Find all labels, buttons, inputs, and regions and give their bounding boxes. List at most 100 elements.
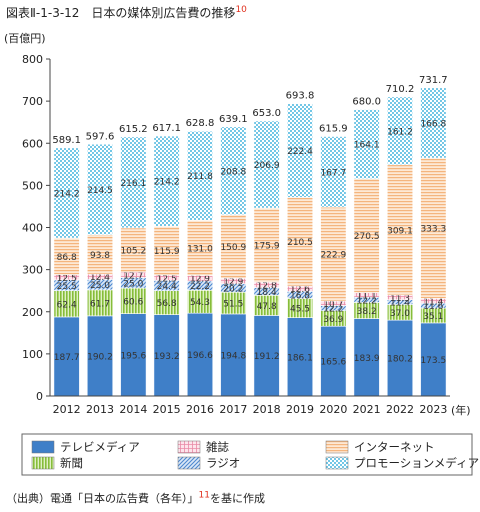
segment-value-label: 20.2 bbox=[223, 284, 243, 294]
segment-value-label: 10.7 bbox=[323, 300, 343, 310]
bar-segment bbox=[286, 103, 314, 198]
x-tick-label: 2014 bbox=[119, 403, 147, 416]
bar-segment bbox=[253, 120, 280, 209]
x-tick-label: 2022 bbox=[386, 403, 414, 416]
segment-value-label: 270.5 bbox=[354, 232, 380, 242]
legend-label: ラジオ bbox=[206, 456, 240, 470]
segment-value-label: 35.1 bbox=[423, 312, 443, 322]
bar-segment bbox=[86, 315, 114, 397]
bar-total-label: 615.2 bbox=[119, 124, 148, 135]
segment-value-label: 62.4 bbox=[57, 300, 77, 310]
segment-value-label: 11.4 bbox=[423, 297, 443, 307]
segment-value-label: 105.2 bbox=[120, 247, 146, 257]
segment-value-label: 12.4 bbox=[90, 273, 110, 283]
bar-segment bbox=[120, 287, 147, 314]
segment-value-label: 222.4 bbox=[287, 147, 313, 157]
bar-segment bbox=[386, 96, 414, 166]
bar-total-label: 615.9 bbox=[319, 124, 348, 135]
bar-segment bbox=[186, 312, 214, 397]
y-tick-label: 500 bbox=[22, 179, 43, 192]
x-tick-label: 2012 bbox=[53, 403, 81, 416]
segment-value-label: 45.5 bbox=[290, 305, 310, 315]
bar-total-label: 731.7 bbox=[419, 75, 448, 86]
y-tick-label: 800 bbox=[22, 53, 43, 66]
segment-value-label: 51.5 bbox=[223, 300, 243, 310]
legend-label: プロモーションメディア bbox=[354, 456, 479, 470]
chart-title: 図表Ⅱ-1-3-12 日本の媒体別広告費の推移10 bbox=[6, 5, 247, 20]
bar-segment bbox=[153, 226, 180, 276]
segment-value-label: 38.2 bbox=[357, 307, 377, 317]
bar-segment bbox=[220, 126, 247, 216]
segment-value-label: 11.3 bbox=[390, 294, 410, 304]
bar-segment bbox=[353, 178, 380, 293]
bar-segment bbox=[53, 147, 80, 239]
segment-value-label: 333.3 bbox=[420, 225, 446, 235]
bar-segment bbox=[320, 206, 347, 302]
segment-value-label: 161.2 bbox=[387, 127, 413, 137]
y-tick-label: 200 bbox=[22, 306, 43, 319]
legend-swatch bbox=[177, 440, 201, 454]
legend-swatch bbox=[325, 456, 349, 470]
y-tick-label: 600 bbox=[22, 137, 43, 150]
segment-value-label: 167.7 bbox=[320, 168, 346, 178]
segment-value-label: 196.6 bbox=[187, 351, 213, 361]
bar-total-label: 589.1 bbox=[52, 135, 81, 146]
source-note: （出典）電通「日本の広告費（各年）」11を基に作成 bbox=[6, 490, 265, 505]
segment-value-label: 208.8 bbox=[220, 167, 246, 177]
bar-total-label: 628.8 bbox=[186, 118, 215, 129]
x-tick-label: 2013 bbox=[86, 403, 114, 416]
y-tick-label: 300 bbox=[22, 264, 43, 277]
segment-value-label: 11.4 bbox=[390, 299, 410, 309]
bar-segment bbox=[86, 143, 114, 235]
segment-value-label: 165.6 bbox=[320, 358, 346, 368]
segment-value-label: 93.8 bbox=[90, 251, 110, 261]
bar-segment bbox=[53, 316, 80, 397]
segment-value-label: 12.6 bbox=[290, 285, 310, 295]
segment-value-label: 193.2 bbox=[154, 352, 180, 362]
bar-segment bbox=[353, 109, 380, 179]
segment-value-label: 194.8 bbox=[220, 351, 246, 361]
segment-value-label: 47.8 bbox=[257, 302, 277, 312]
bar-total-label: 653.0 bbox=[252, 108, 281, 119]
y-tick-label: 100 bbox=[22, 348, 43, 361]
legend-swatch bbox=[31, 456, 55, 470]
segment-value-label: 60.6 bbox=[123, 297, 143, 307]
bar-segment bbox=[420, 87, 447, 159]
bar-total-label: 597.6 bbox=[86, 131, 115, 142]
segment-value-label: 131.0 bbox=[187, 244, 213, 254]
segment-value-label: 12.9 bbox=[190, 275, 210, 285]
segment-value-label: 115.9 bbox=[154, 247, 180, 257]
segment-value-label: 36.9 bbox=[323, 315, 343, 325]
bar-segment bbox=[253, 207, 280, 283]
segment-value-label: 222.9 bbox=[320, 251, 346, 261]
title-footnote-ref: 10 bbox=[235, 5, 247, 15]
x-axis-unit-label: (年) bbox=[451, 403, 471, 417]
segment-value-label: 210.5 bbox=[287, 238, 313, 248]
bar-total-label: 710.2 bbox=[386, 84, 415, 95]
bar-segment bbox=[53, 237, 80, 275]
segment-value-label: 183.9 bbox=[354, 354, 380, 364]
y-tick-label: 700 bbox=[22, 95, 43, 108]
legend-label: テレビメディア bbox=[60, 440, 140, 454]
y-tick-label: 0 bbox=[36, 390, 43, 403]
segment-value-label: 211.8 bbox=[187, 172, 213, 182]
bar-segment bbox=[153, 135, 180, 227]
segment-value-label: 214.2 bbox=[154, 178, 180, 188]
bar-total-label: 617.1 bbox=[152, 123, 181, 134]
x-tick-label: 2018 bbox=[253, 403, 281, 416]
x-tick-label: 2016 bbox=[186, 403, 214, 416]
bar-segment bbox=[86, 289, 114, 317]
x-tick-label: 2020 bbox=[319, 403, 347, 416]
legend-swatch bbox=[325, 440, 349, 454]
segment-value-label: 175.9 bbox=[254, 242, 280, 252]
bar-segment bbox=[120, 136, 147, 229]
segment-value-label: 86.8 bbox=[57, 253, 77, 263]
segment-value-label: 25.0 bbox=[123, 279, 143, 289]
source-footnote-ref: 11 bbox=[198, 490, 210, 501]
segment-value-label: 191.2 bbox=[254, 352, 280, 362]
segment-value-label: 186.1 bbox=[287, 353, 313, 363]
segment-value-label: 166.8 bbox=[420, 119, 446, 129]
x-tick-label: 2019 bbox=[286, 403, 314, 416]
bar-total-label: 639.1 bbox=[219, 114, 248, 125]
